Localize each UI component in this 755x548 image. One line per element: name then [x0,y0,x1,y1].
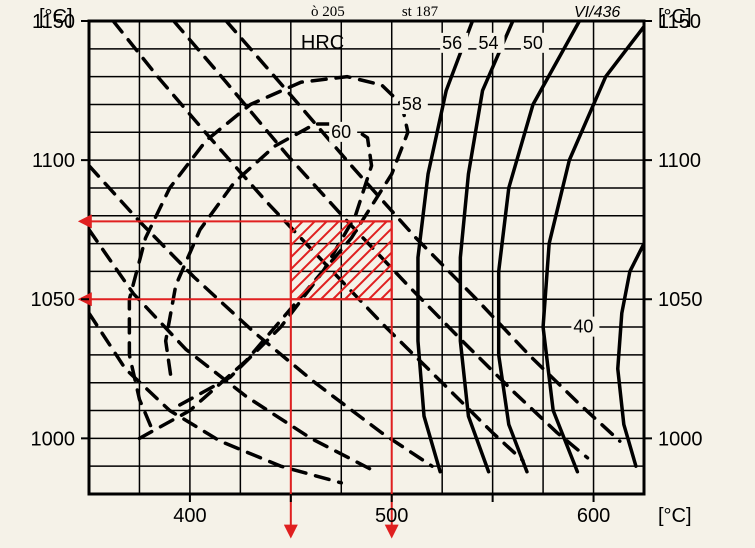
hrc-contour-chart: 40 50 54 56 58 60 HRC 400 500 600 1000 1000 1050 1050… [0,0,755,548]
y-tick-label-left: 1050 [31,289,76,311]
contour-label: 60 [331,122,351,142]
hrc-label: HRC [301,32,344,54]
x-tick-label: 600 [577,505,610,527]
contour-label: 58 [402,94,422,114]
x-tick-label: 400 [173,505,206,527]
topnote-right: st 187 [402,4,439,20]
topnote-left: ò 205 [311,4,345,20]
contour-label: 54 [479,33,499,53]
contour-label: 56 [442,33,462,53]
contour-label: 40 [573,317,593,337]
contour-label: 50 [523,33,543,53]
y-unit-right: [°C] [658,6,692,28]
y-tick-label-left: 1100 [32,150,75,172]
y-unit-left: [°C] [39,6,73,28]
corner-label: VI/436 [574,4,620,21]
x-unit-right: [°C] [658,505,692,527]
y-tick-label-right: 1000 [658,428,703,450]
y-tick-label-left: 1000 [31,428,76,450]
x-tick-label: 500 [375,505,408,527]
y-tick-label-right: 1100 [658,150,701,172]
y-tick-label-right: 1050 [658,289,703,311]
